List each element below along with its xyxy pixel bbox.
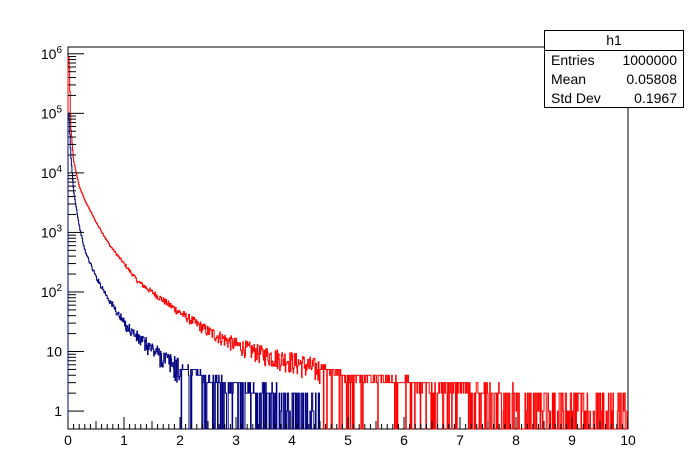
y-tick-label: 105 (41, 104, 63, 121)
x-tick-label: 3 (232, 432, 240, 448)
x-tick-label: 1 (120, 432, 128, 448)
stats-label: Std Dev (551, 90, 601, 106)
x-tick-label: 5 (344, 432, 352, 448)
x-tick-label: 6 (400, 432, 408, 448)
x-tick-label: 8 (512, 432, 520, 448)
stats-value: 0.05808 (626, 71, 677, 87)
stats-row-mean: Mean 0.05808 (545, 70, 683, 89)
stats-row-entries: Entries 1000000 (545, 51, 683, 70)
histogram-series-1 (67, 112, 320, 430)
x-tick-label: 7 (456, 432, 464, 448)
x-tick-label: 10 (620, 432, 636, 448)
x-tick-label: 0 (64, 432, 72, 448)
y-tick-label: 10 (46, 344, 62, 360)
y-tick-label: 103 (41, 223, 63, 240)
data-layer (67, 56, 628, 430)
x-tick-label: 4 (288, 432, 296, 448)
stats-value: 0.1967 (634, 90, 677, 106)
stats-title: h1 (545, 31, 683, 51)
stats-box: h1 Entries 1000000 Mean 0.05808 Std Dev … (544, 30, 684, 108)
stats-row-std-dev: Std Dev 0.1967 (545, 89, 683, 108)
y-tick-label: 1 (54, 403, 62, 419)
stats-label: Mean (551, 71, 587, 87)
stats-value: 1000000 (622, 52, 677, 68)
x-tick-label: 9 (568, 432, 576, 448)
y-tick-label: 104 (41, 164, 63, 181)
y-tick-label: 106 (41, 45, 63, 62)
stats-label: Entries (551, 52, 595, 68)
x-tick-label: 2 (176, 432, 184, 448)
histogram-series-0 (67, 56, 628, 430)
y-tick-label: 102 (41, 283, 63, 300)
